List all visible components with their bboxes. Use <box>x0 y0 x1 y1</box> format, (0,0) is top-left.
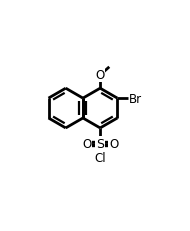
Text: Br: Br <box>129 92 142 105</box>
Text: S: S <box>96 138 104 151</box>
Text: O: O <box>96 69 105 82</box>
Text: Cl: Cl <box>94 152 106 165</box>
Text: O: O <box>109 138 118 151</box>
Text: O: O <box>82 138 91 151</box>
